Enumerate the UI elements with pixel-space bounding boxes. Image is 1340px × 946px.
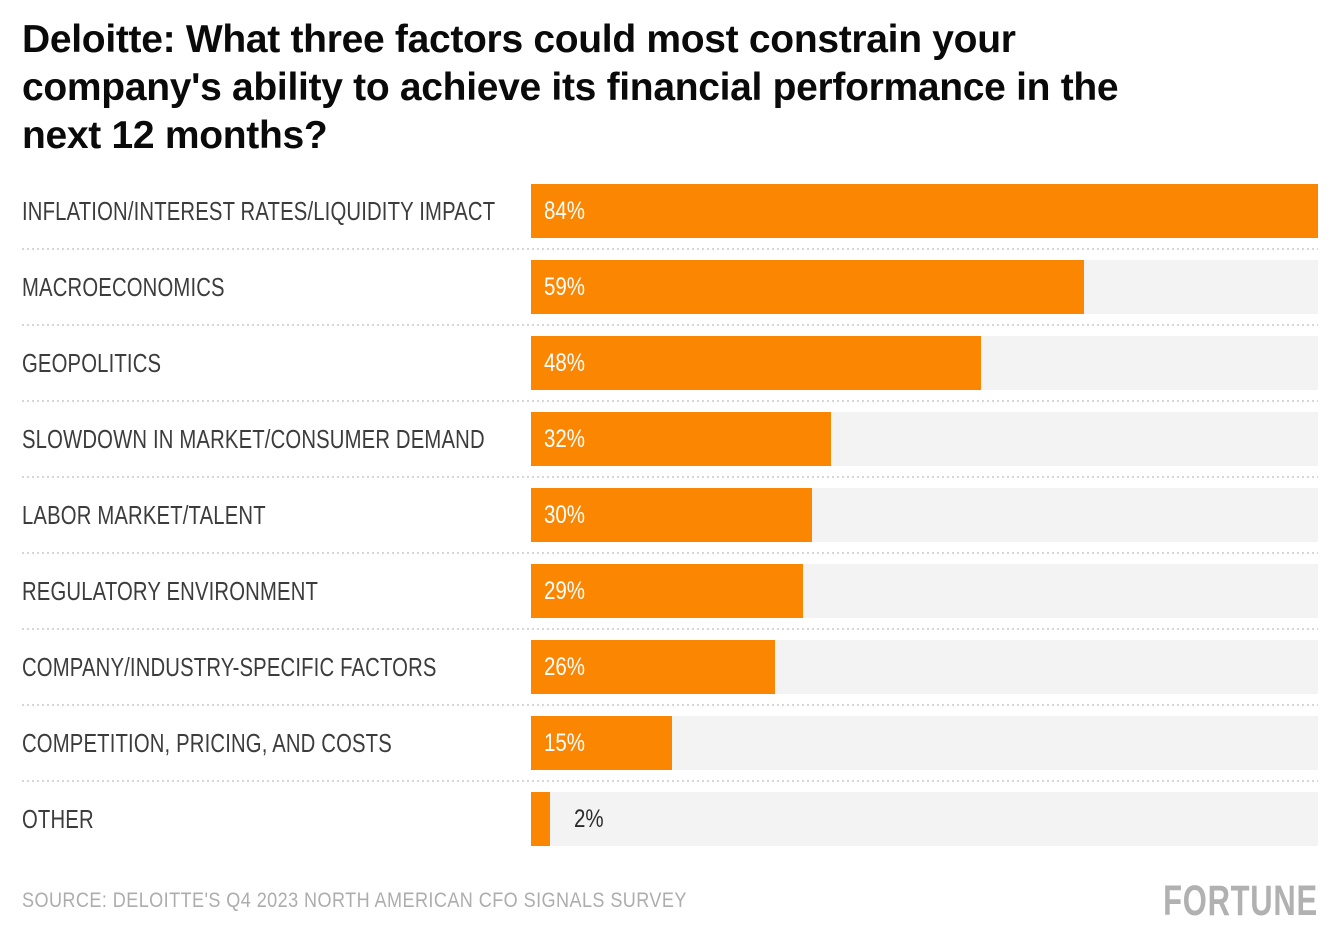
bar-fill: 32% (531, 412, 831, 466)
bar-fill (531, 792, 550, 846)
bar-chart: INFLATION/INTEREST RATES/LIQUIDITY IMPAC… (22, 184, 1318, 846)
bar-row: REGULATORY ENVIRONMENT 29% (22, 564, 1318, 618)
row-separator (22, 324, 1318, 326)
bar-track: 15% (531, 716, 1318, 770)
value-label: 15% (544, 728, 586, 757)
row-separator (22, 552, 1318, 554)
bar-track: 32% (531, 412, 1318, 466)
bar-track: 48% (531, 336, 1318, 390)
row-separator (22, 704, 1318, 706)
bar-row: COMPETITION, PRICING, AND COSTS 15% (22, 716, 1318, 770)
bar-fill: 30% (531, 488, 813, 542)
bar-fill: 48% (531, 336, 981, 390)
bar-track: 26% (531, 640, 1318, 694)
bar-fill: 59% (531, 260, 1084, 314)
value-label: 59% (544, 272, 586, 301)
bar-track: 30% (531, 488, 1318, 542)
value-label: 2% (573, 804, 604, 833)
fortune-logo: FORTUNE (1163, 876, 1318, 925)
row-separator (22, 628, 1318, 630)
bar-row: GEOPOLITICS 48% (22, 336, 1318, 390)
bar-row: COMPANY/INDUSTRY-SPECIFIC FACTORS 26% (22, 640, 1318, 694)
category-label: OTHER (22, 803, 94, 834)
bar-track: 29% (531, 564, 1318, 618)
category-label: REGULATORY ENVIRONMENT (22, 575, 319, 606)
bar-fill: 84% (531, 184, 1318, 238)
row-separator (22, 476, 1318, 478)
value-label: 32% (544, 424, 586, 453)
bar-row: OTHER 2% (22, 792, 1318, 846)
value-label: 48% (544, 348, 586, 377)
category-label: SLOWDOWN IN MARKET/CONSUMER DEMAND (22, 423, 485, 454)
bar-track: 59% (531, 260, 1318, 314)
category-label: LABOR MARKET/TALENT (22, 499, 266, 530)
category-label: COMPANY/INDUSTRY-SPECIFIC FACTORS (22, 651, 437, 682)
bar-fill: 29% (531, 564, 803, 618)
row-separator (22, 780, 1318, 782)
page-title: Deloitte: What three factors could most … (22, 18, 1119, 157)
bar-row: LABOR MARKET/TALENT 30% (22, 488, 1318, 542)
value-label: 29% (544, 576, 586, 605)
bar-row: INFLATION/INTEREST RATES/LIQUIDITY IMPAC… (22, 184, 1318, 238)
category-label: COMPETITION, PRICING, AND COSTS (22, 727, 392, 758)
bar-fill: 26% (531, 640, 775, 694)
footer: SOURCE: DELOITTE'S Q4 2023 NORTH AMERICA… (22, 876, 1318, 925)
category-label: GEOPOLITICS (22, 347, 162, 378)
value-label: 30% (544, 500, 586, 529)
row-separator (22, 248, 1318, 250)
bar-fill: 15% (531, 716, 672, 770)
category-label: INFLATION/INTEREST RATES/LIQUIDITY IMPAC… (22, 195, 496, 226)
value-label: 84% (544, 196, 586, 225)
bar-track: 84% (531, 184, 1318, 238)
value-label: 26% (544, 652, 586, 681)
category-label: MACROECONOMICS (22, 271, 225, 302)
bar-row: MACROECONOMICS 59% (22, 260, 1318, 314)
source-text: SOURCE: DELOITTE'S Q4 2023 NORTH AMERICA… (22, 889, 687, 912)
bar-row: SLOWDOWN IN MARKET/CONSUMER DEMAND 32% (22, 412, 1318, 466)
bar-track: 2% (531, 792, 1318, 846)
row-separator (22, 400, 1318, 402)
